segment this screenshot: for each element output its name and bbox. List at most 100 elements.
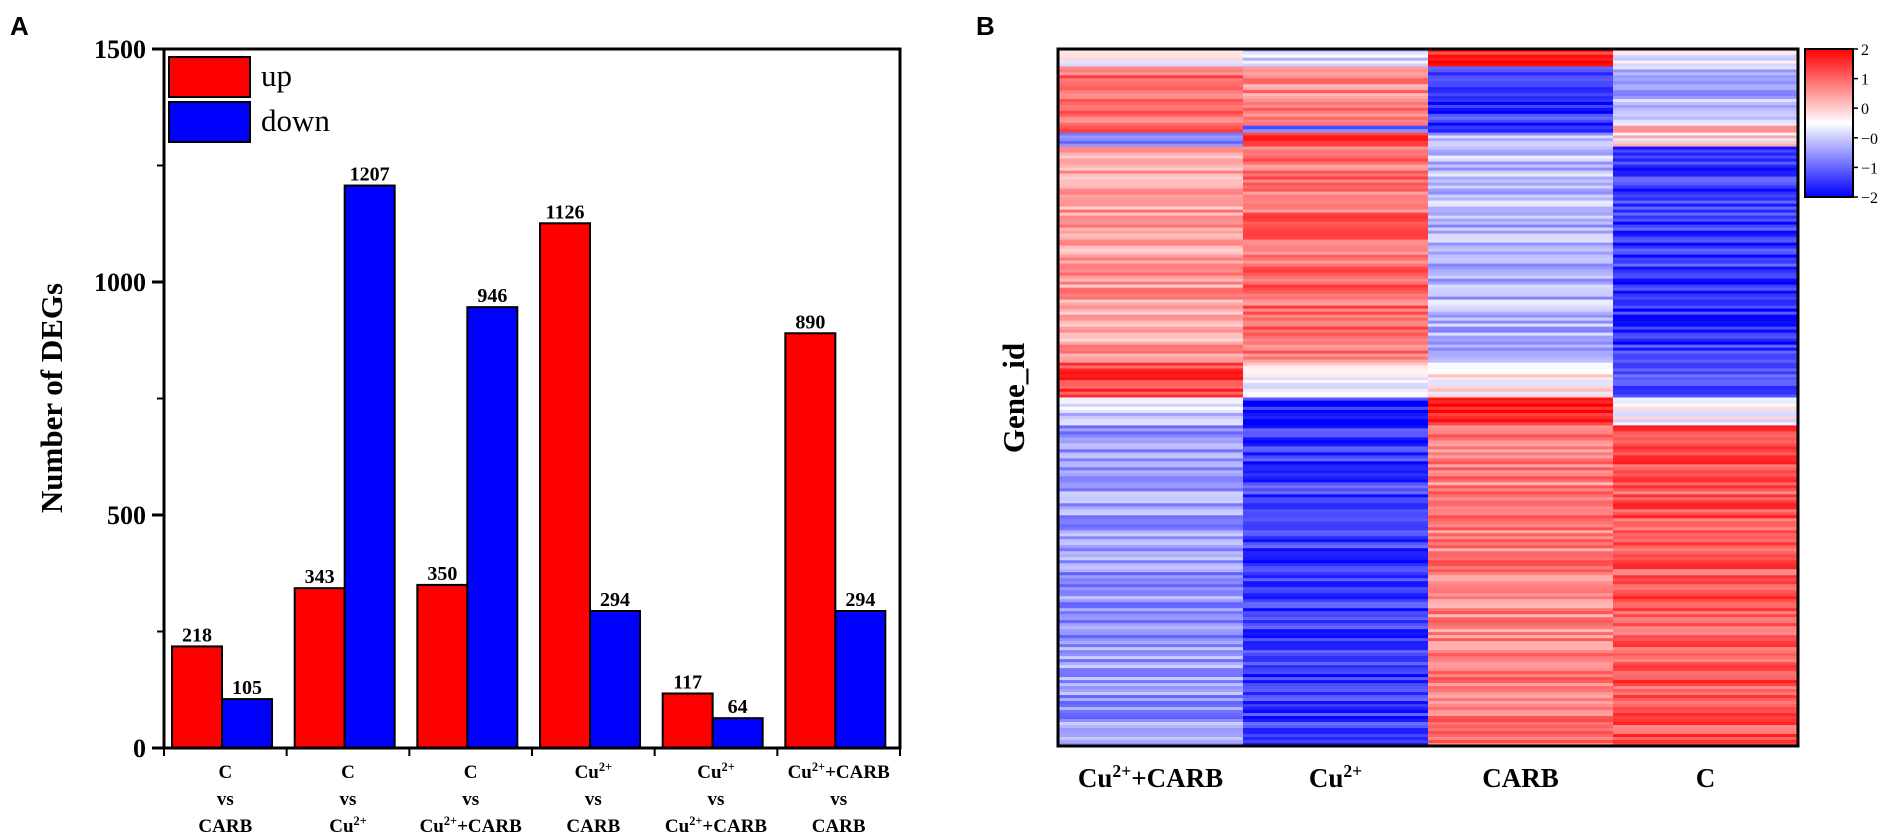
heatmap-cell <box>1243 728 1429 732</box>
heatmap-cell <box>1058 509 1244 513</box>
heatmap-cell <box>1058 69 1244 73</box>
heatmap-cell <box>1058 704 1244 708</box>
heatmap-cell <box>1613 365 1799 369</box>
heatmap-cell <box>1613 141 1799 145</box>
heatmap-cell <box>1428 135 1614 139</box>
heatmap-cell <box>1243 305 1429 310</box>
heatmap-cell <box>1058 176 1244 181</box>
heatmap-cell <box>1058 290 1244 295</box>
heatmap-cell <box>1243 620 1429 624</box>
heatmap-cell <box>1243 221 1429 226</box>
heatmap-cell <box>1613 338 1799 343</box>
heatmap-cell <box>1428 245 1614 250</box>
heatmap-cell <box>1243 698 1429 702</box>
heatmap-cell <box>1058 578 1244 582</box>
heatmap-cell <box>1058 394 1244 398</box>
heatmap-cell <box>1428 737 1614 741</box>
heatmap-cell <box>1243 713 1429 717</box>
data-label-up-5: 890 <box>795 311 825 333</box>
heatmap-cell <box>1058 224 1244 229</box>
x-category-label: vs <box>830 789 847 810</box>
heatmap-cell <box>1613 129 1799 134</box>
heatmap-cell <box>1243 99 1429 103</box>
heatmap-cell <box>1058 689 1244 693</box>
heatmap-cell <box>1428 671 1614 675</box>
heatmap-cell <box>1428 107 1614 112</box>
heatmap-cell <box>1058 391 1244 396</box>
heatmap-cell <box>1613 509 1799 513</box>
heatmap-cell <box>1058 740 1244 744</box>
heatmap-cell <box>1613 197 1799 202</box>
heatmap-cell <box>1613 218 1799 223</box>
heatmap-cell <box>1428 275 1614 280</box>
heatmap-cell <box>1058 716 1244 720</box>
heatmap-cell <box>1428 116 1614 121</box>
heatmap-cell <box>1613 362 1799 367</box>
heatmap-cell <box>1058 536 1244 540</box>
heatmap-cell <box>1428 710 1614 714</box>
heatmap-cell <box>1058 506 1244 510</box>
heatmap-cell <box>1058 185 1244 190</box>
heatmap-cell <box>1058 695 1244 699</box>
heatmap-cell <box>1243 66 1429 70</box>
heatmap-cell <box>1613 725 1799 729</box>
heatmap-cell <box>1613 617 1799 621</box>
heatmap-cell <box>1613 596 1799 600</box>
heatmap-cell <box>1613 215 1799 220</box>
heatmap-cell <box>1243 485 1429 489</box>
heatmap-cell <box>1058 611 1244 615</box>
heatmap-cell <box>1243 78 1429 82</box>
heatmap-cell <box>1428 728 1614 732</box>
heatmap-cell <box>1058 161 1244 166</box>
heatmap-cell <box>1428 431 1614 435</box>
x-category-label: C <box>464 762 478 783</box>
heatmap-cell <box>1613 458 1799 462</box>
heatmap-cell <box>1243 167 1429 172</box>
heatmap-cell <box>1243 116 1429 121</box>
heatmap-cell <box>1243 371 1429 375</box>
heatmap-cell <box>1613 69 1799 73</box>
heatmap-cell <box>1243 368 1429 372</box>
heatmap-cell <box>1428 394 1614 398</box>
colorbar-tick-label: −1 <box>1861 160 1878 177</box>
heatmap-cell <box>1613 371 1799 375</box>
heatmap-cell <box>1428 593 1614 597</box>
heatmap-cell <box>1428 725 1614 729</box>
heatmap-cell <box>1243 242 1429 247</box>
heatmap-cell <box>1058 350 1244 355</box>
heatmap-cell <box>1613 356 1799 361</box>
heatmap-cell <box>1058 602 1244 606</box>
heatmap-cell <box>1428 644 1614 648</box>
bar-up-0 <box>171 645 223 749</box>
heatmap-cell <box>1428 371 1614 375</box>
heatmap-cell <box>1613 566 1799 570</box>
heatmap-cell <box>1058 431 1244 435</box>
heatmap-cell <box>1243 406 1429 411</box>
heatmap-cell <box>1428 236 1614 241</box>
heatmap-cell <box>1428 93 1614 97</box>
heatmap-cell <box>1613 75 1799 79</box>
heatmap-cell <box>1243 302 1429 307</box>
heatmap-cell <box>1243 608 1429 612</box>
heatmap-cell <box>1428 512 1614 516</box>
heatmap-cell <box>1243 434 1429 438</box>
heatmap-cell <box>1613 63 1799 67</box>
heatmap-cell <box>1613 671 1799 675</box>
heatmap-cell <box>1613 608 1799 612</box>
heatmap-cell <box>1058 257 1244 262</box>
heatmap-cell <box>1058 385 1244 390</box>
heatmap-cell <box>1428 257 1614 262</box>
heatmap-cell <box>1058 125 1244 130</box>
heatmap-cell <box>1243 521 1429 525</box>
heatmap-cell <box>1613 656 1799 660</box>
heatmap-cell <box>1428 113 1614 118</box>
heatmap-cell <box>1428 305 1614 310</box>
heatmap-cell <box>1243 215 1429 220</box>
heatmap-cell <box>1428 242 1614 247</box>
heatmap-cell <box>1058 482 1244 486</box>
heatmap-cell <box>1058 380 1244 384</box>
heatmap-cell <box>1428 674 1614 678</box>
heatmap-cell <box>1613 152 1799 157</box>
x-category-label: Cu2+ <box>575 760 613 783</box>
bar-chart: 218 343 350 1126 117 890 105 1207 946 294 64 294 0 50… <box>34 35 902 833</box>
